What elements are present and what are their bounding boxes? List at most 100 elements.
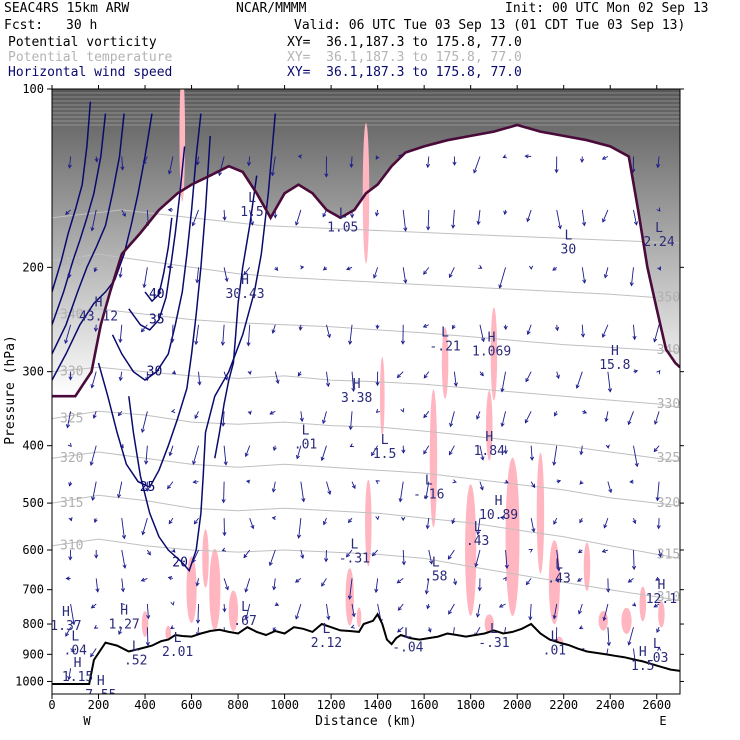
wind-vector-head [632,519,637,525]
wind-vector [526,578,532,585]
low-marker: L [241,600,249,615]
pv-shaded-region [209,548,221,631]
wind-vector-head [67,274,72,279]
terrain-fill [52,614,680,694]
x-tick-label: 1200 [317,698,346,712]
wind-vector-head [529,456,535,461]
wind-vector [223,267,228,282]
extremum-value: -.21 [429,340,460,355]
wind-vector-head [425,163,431,169]
wind-vector [119,267,123,278]
extremum-value: 1.5 [373,447,396,462]
wind-vector-head [479,486,484,491]
wind-vector-head [554,169,559,174]
wind-speed-contour [128,146,186,331]
extremum-value: -.16 [413,488,444,503]
wind-vector-head [452,479,457,484]
wind-vector-head [629,282,634,287]
wind-vector [195,324,199,345]
wind-vector [300,481,305,502]
theta-contour [52,538,680,601]
wind-vector-head [194,414,199,420]
wind-vector [653,445,660,452]
wind-vector [479,445,484,460]
wind-vector [243,549,251,558]
x-tick-label: 1000 [270,698,299,712]
wind-vector-head [118,376,123,382]
high-marker: H [488,330,496,345]
wind-vector-head [221,499,226,504]
x-tick-label: 800 [227,698,249,712]
wind-vector [146,549,151,556]
wind-vector-head [321,582,325,587]
x-tick-label: 0 [48,698,55,712]
init-time: Init: 00 UTC Mon 02 Sep 13 [505,1,709,16]
wind-vector-head [320,456,325,462]
wind-vector-head [480,337,486,343]
wind-vector-head [653,603,658,608]
wind-vector-head [556,479,562,484]
wind-vector [141,324,148,332]
wind-vector [475,549,481,567]
wind-vector [633,209,637,225]
wind-vector-head [67,164,72,169]
high-marker: H [97,674,105,689]
wind-vector [399,481,404,502]
wind-vector-head [246,161,252,167]
wind-vector-head [93,267,98,273]
wind-vector [274,371,279,384]
high-marker: H [120,603,128,618]
wind-vector-head [601,155,607,160]
wind-contour-label: 35 [149,313,165,328]
wind-vector [223,578,229,590]
extremum-value: 10.89 [479,508,518,523]
wind-vector [448,603,455,615]
high-marker: H [611,344,619,359]
extremum-value: .01 [294,437,317,452]
wind-vector [168,156,174,174]
wind-vector [249,209,253,225]
wind-vector-head [425,525,430,530]
wind-vector [222,324,225,346]
wind-vector-head [142,283,147,289]
wind-vector [326,603,330,620]
extremum-value: .04 [64,644,88,659]
wind-vector [351,481,356,489]
wind-vector [602,156,609,160]
wind-vector-head [195,161,200,166]
wind-vector [91,371,97,388]
wind-vector-head [525,378,530,383]
wind-vector-head [656,628,661,634]
high-marker: H [74,656,82,671]
wind-vector [527,324,532,335]
wind-vector-head [145,642,150,647]
extremum-value: -.31 [478,636,509,651]
field-wind-name: Horizontal wind speed [8,65,173,80]
wind-vector [346,549,353,558]
wind-vector-head [145,377,150,382]
wind-vector-head [627,578,632,583]
wind-vector-head [601,548,607,553]
wind-vector-head [93,624,99,629]
wind-vector [631,267,634,286]
wind-vector [473,156,481,173]
low-marker: L [655,221,663,236]
wind-vector-head [657,646,662,652]
wind-vector-head [244,615,249,621]
x-tick-label: 400 [134,698,156,712]
extremum-value: 2.01 [162,645,193,660]
wind-vector [91,603,97,609]
wind-vector-head [94,158,99,163]
wind-vector-head [321,419,326,425]
wind-vector [146,603,149,619]
pv-shaded-region [583,542,591,591]
wind-vector-head [168,451,173,457]
wind-vector [326,371,329,387]
wind-vector-head [65,210,70,215]
wind-speed-contour [111,113,202,382]
wind-vector-head [632,335,637,341]
wind-vector [425,481,430,499]
low-marker: L [555,557,563,572]
wind-vector [581,324,584,337]
wind-vector [223,209,226,220]
